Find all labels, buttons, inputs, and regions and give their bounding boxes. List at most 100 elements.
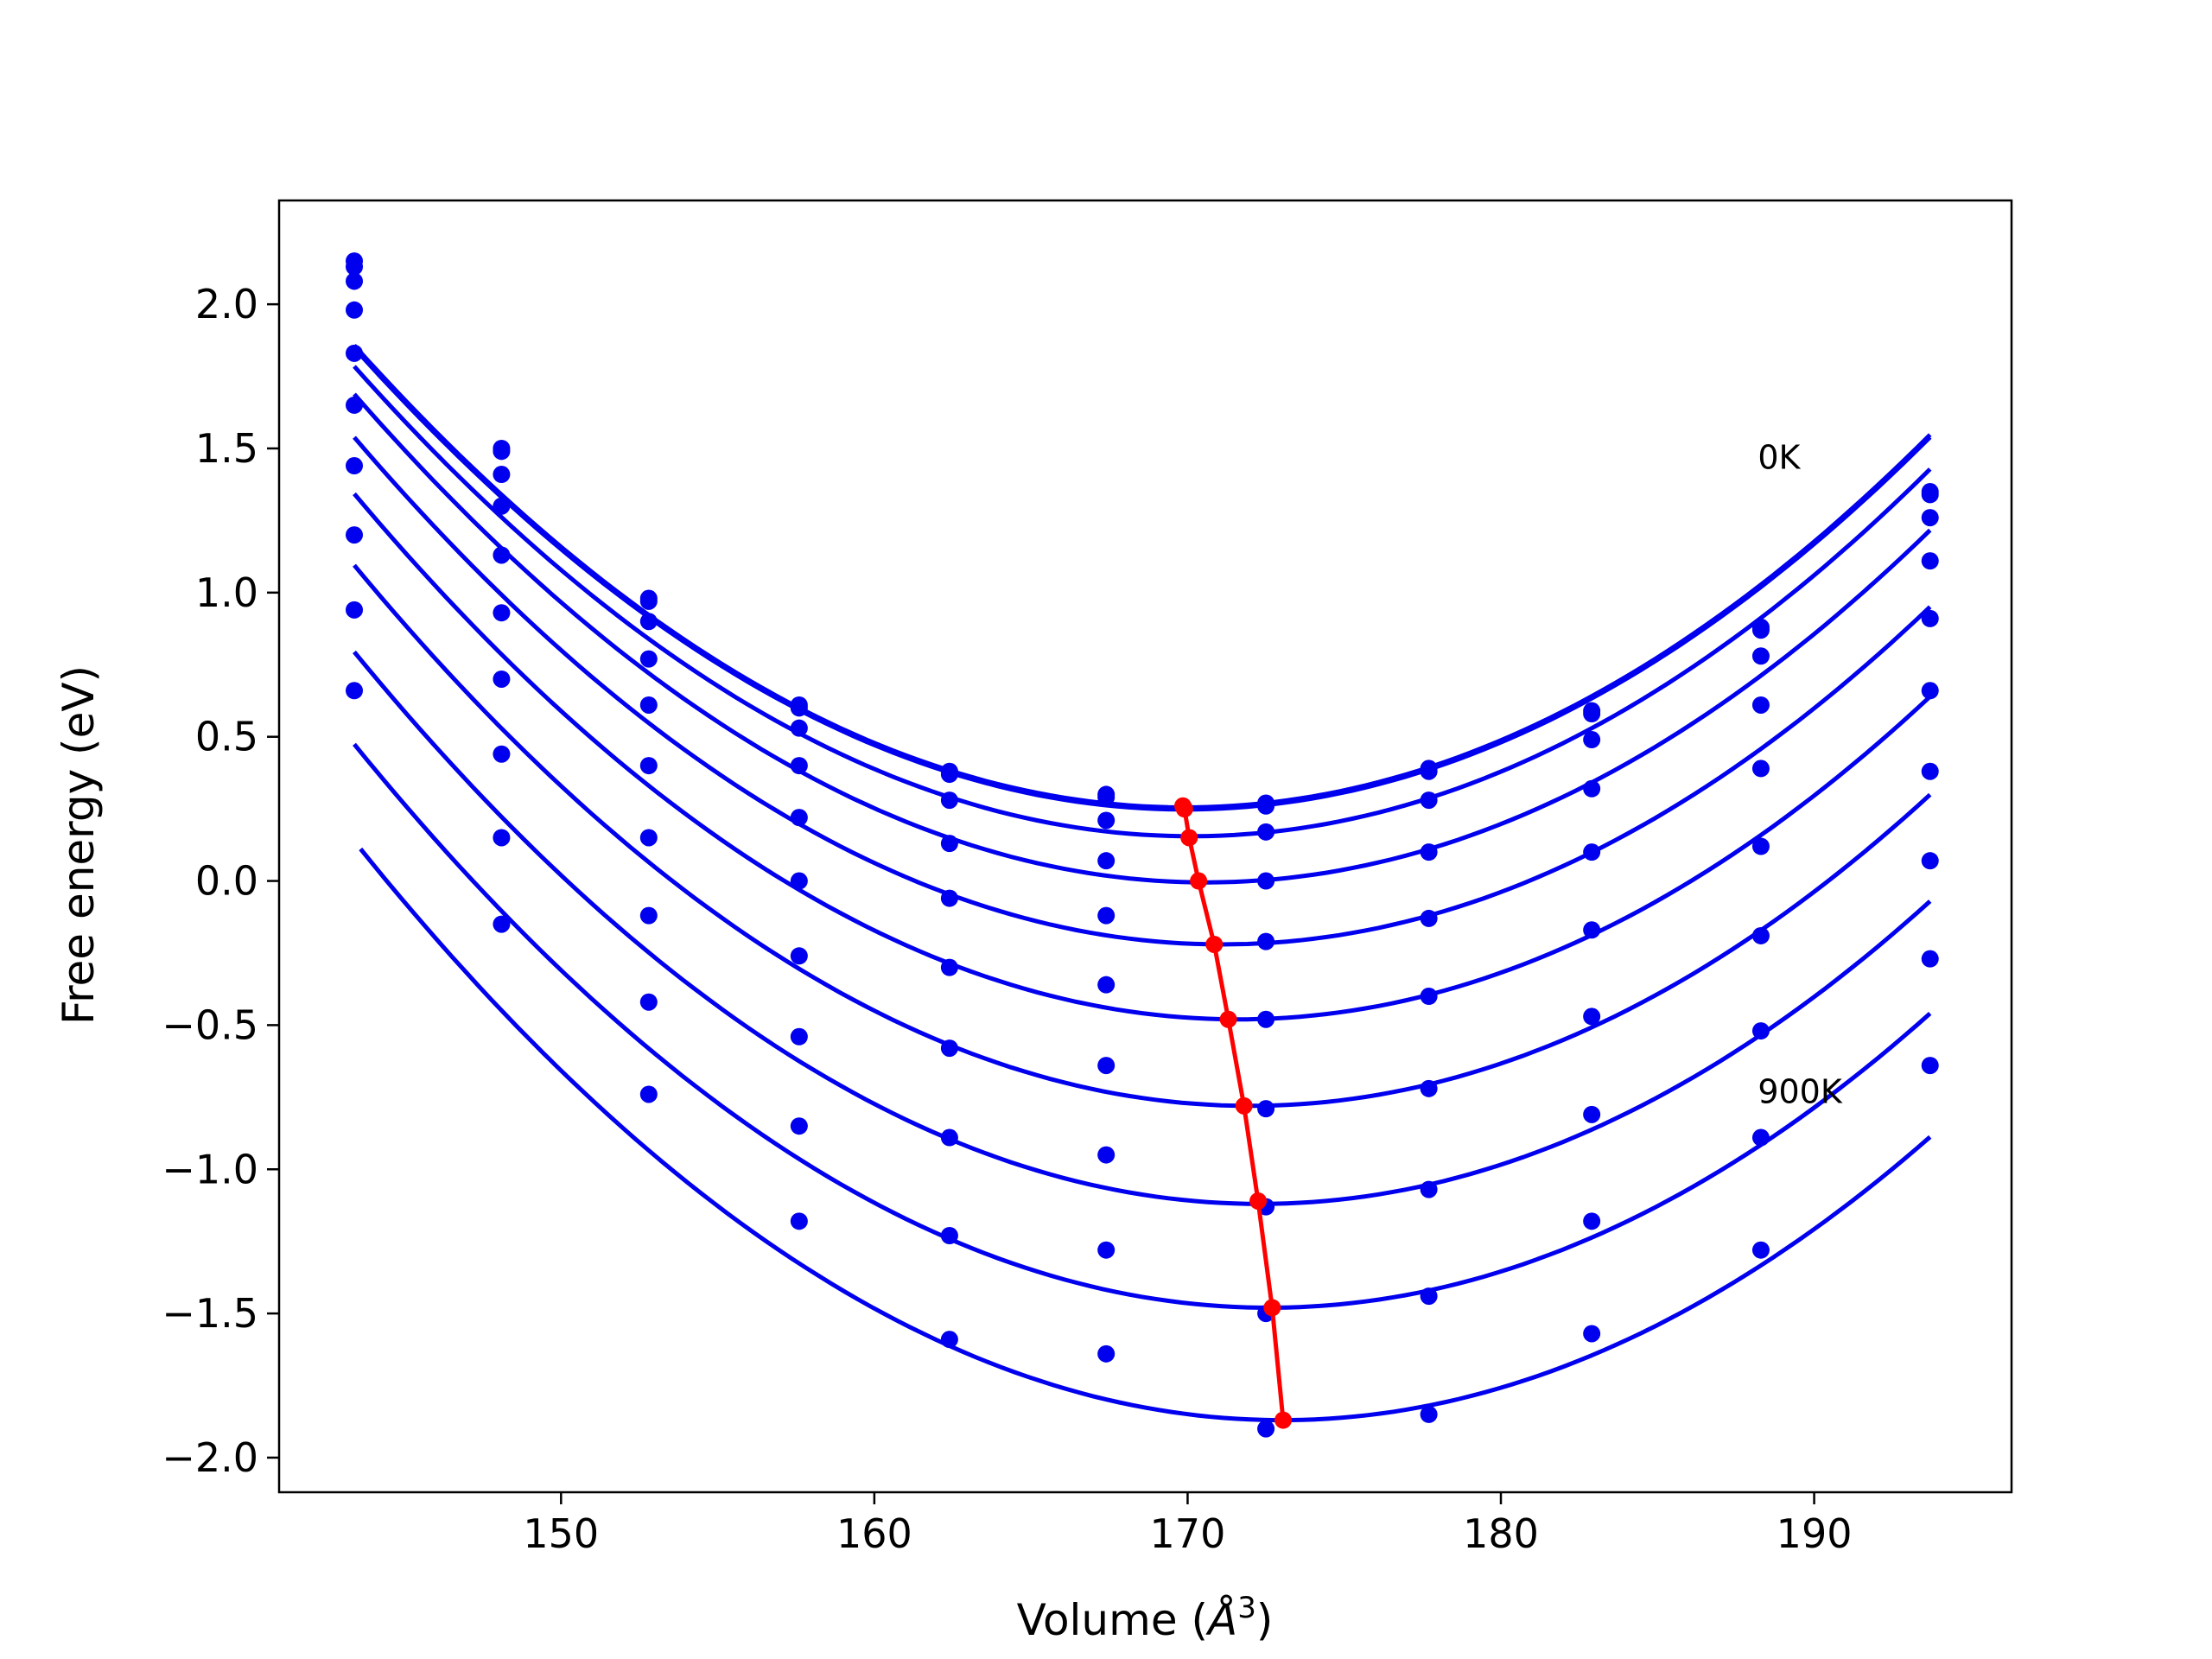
data-point-1-5: [1097, 788, 1116, 806]
data-point-2-6: [1257, 823, 1275, 841]
data-point-6-4: [940, 1039, 958, 1058]
fit-curve-1: [353, 346, 1932, 812]
minimum-point-8: [1263, 1299, 1281, 1317]
data-point-1-0: [346, 257, 364, 276]
x-tick-label: 170: [1150, 1510, 1226, 1557]
plot-frame: [277, 199, 2013, 1494]
fit-curve-6: [353, 563, 1932, 1109]
data-point-1-3: [790, 699, 808, 717]
minimum-point-9: [1274, 1411, 1293, 1429]
data-point-4-9: [1751, 760, 1770, 778]
data-point-8-2: [639, 993, 658, 1011]
data-point-4-1: [493, 546, 511, 564]
data-point-2-3: [790, 719, 808, 737]
data-point-6-10: [1921, 762, 1939, 780]
data-point-5-4: [940, 958, 958, 976]
data-point-6-2: [639, 829, 658, 847]
data-point-5-1: [493, 604, 511, 622]
data-point-8-0: [346, 601, 364, 619]
data-point-5-2: [639, 757, 658, 775]
data-point-1-9: [1751, 621, 1770, 639]
data-point-4-10: [1921, 609, 1939, 627]
data-point-8-7: [1420, 1287, 1438, 1306]
data-point-5-3: [790, 872, 808, 890]
data-point-7-5: [1097, 1146, 1116, 1164]
data-point-3-8: [1583, 779, 1601, 798]
data-point-2-2: [639, 613, 658, 631]
x-tick-label: 190: [1777, 1510, 1853, 1557]
data-point-1-7: [1420, 762, 1438, 780]
data-point-6-5: [1097, 1057, 1116, 1075]
data-point-1-8: [1583, 704, 1601, 722]
data-point-9-10: [1921, 1057, 1939, 1075]
data-point-1-2: [639, 592, 658, 610]
data-point-2-5: [1097, 811, 1116, 830]
data-point-2-10: [1921, 509, 1939, 527]
data-point-7-0: [346, 526, 364, 544]
minimum-point-3: [1190, 872, 1208, 890]
data-point-9-7: [1420, 1405, 1438, 1423]
minimum-point-7: [1249, 1192, 1268, 1210]
fit-curve-5: [353, 492, 1932, 1022]
data-point-4-0: [346, 344, 364, 362]
y-axis-label: Free energy (eV): [54, 665, 104, 1025]
data-point-5-8: [1583, 921, 1601, 939]
y-tick-label: −1.5: [162, 1290, 258, 1337]
y-tick-label: −0.5: [162, 1001, 258, 1048]
data-point-3-2: [639, 650, 658, 668]
x-tick-label: 160: [836, 1510, 912, 1557]
data-point-3-0: [346, 301, 364, 319]
minimum-point-6: [1235, 1096, 1253, 1115]
data-point-9-1: [493, 915, 511, 933]
x-tick-label: 150: [523, 1510, 599, 1557]
data-point-2-4: [940, 791, 958, 810]
data-point-9-3: [790, 1212, 808, 1230]
data-point-4-7: [1420, 909, 1438, 927]
data-point-8-1: [493, 829, 511, 847]
data-point-3-6: [1257, 872, 1275, 890]
data-point-6-3: [790, 947, 808, 965]
data-point-9-8: [1583, 1325, 1601, 1343]
fit-curve-3: [353, 392, 1932, 885]
data-point-7-4: [940, 1128, 958, 1147]
minimum-point-1: [1175, 800, 1193, 818]
fit-curve-4: [353, 435, 1932, 947]
data-point-8-8: [1583, 1212, 1601, 1230]
data-point-2-0: [346, 272, 364, 290]
data-point-6-8: [1583, 1007, 1601, 1026]
data-point-3-9: [1751, 696, 1770, 714]
y-axis: −2.0 −1.5 −1.0 −0.5 0.0 0.5 1.0 1.5 2.0: [162, 281, 279, 1481]
data-point-8-9: [1751, 1128, 1770, 1147]
data-point-6-1: [493, 670, 511, 688]
data-point-6-6: [1257, 1100, 1275, 1118]
y-tick-label: 1.5: [195, 425, 258, 472]
data-point-2-8: [1583, 731, 1601, 749]
data-point-4-4: [940, 889, 958, 907]
y-tick-label: 0.0: [195, 858, 258, 905]
y-tick-label: 1.0: [195, 569, 258, 616]
data-point-9-5: [1097, 1344, 1116, 1363]
data-point-7-3: [790, 1027, 808, 1046]
data-point-4-6: [1257, 932, 1275, 950]
data-point-5-9: [1751, 837, 1770, 855]
data-point-7-7: [1420, 1180, 1438, 1198]
data-point-6-9: [1751, 926, 1770, 944]
fit-curve-8: [353, 742, 1932, 1310]
y-tick-label: −2.0: [162, 1434, 258, 1481]
data-point-9-0: [346, 682, 364, 700]
data-point-1-1: [493, 442, 511, 461]
data-point-1-10: [1921, 486, 1939, 504]
data-point-7-8: [1583, 1105, 1601, 1123]
x-axis-label: Volume (Å3): [1017, 1591, 1274, 1645]
y-tick-label: 0.5: [195, 714, 258, 760]
plot-marks: [346, 252, 1939, 1438]
data-point-3-10: [1921, 552, 1939, 570]
data-point-2-1: [493, 466, 511, 484]
minima-line: [1180, 804, 1286, 1421]
data-point-8-5: [1097, 1241, 1116, 1259]
data-point-3-4: [940, 835, 958, 853]
data-point-4-5: [1097, 906, 1116, 925]
data-point-3-3: [790, 757, 808, 775]
data-point-9-9: [1751, 1241, 1770, 1259]
